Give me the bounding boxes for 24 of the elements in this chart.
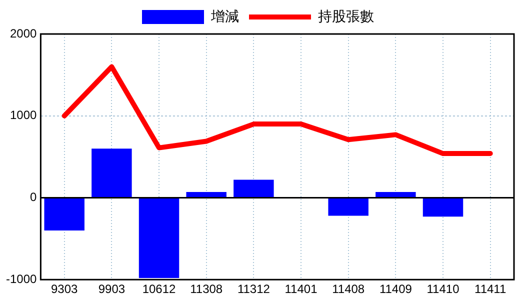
x-tick-label: 11411	[474, 282, 506, 296]
x-tick-label: 11408	[332, 282, 365, 296]
x-tick-label: 9303	[51, 282, 78, 296]
bar	[328, 198, 368, 216]
y-tick-label: 0	[30, 190, 38, 204]
x-tick-label: 11409	[379, 282, 412, 296]
bar	[92, 148, 132, 198]
x-tick-label: 11308	[190, 282, 223, 296]
y-tick-label: -1000	[6, 272, 38, 286]
x-tick-label: 9903	[98, 282, 126, 296]
legend-label: 增減	[210, 8, 239, 24]
x-tick-label: 11410	[426, 282, 460, 296]
bar	[138, 198, 180, 278]
y-tick-label: 2000	[10, 26, 38, 40]
x-tick-label: 10612	[142, 282, 176, 296]
bar	[376, 192, 416, 198]
bar	[186, 192, 226, 198]
x-tick-label: 11401	[284, 282, 318, 296]
x-tick-label: 11312	[237, 282, 270, 296]
bar	[234, 180, 274, 198]
bar	[44, 198, 84, 230]
y-tick-label: 1000	[10, 108, 38, 122]
bar	[422, 198, 464, 217]
legend-label: 持股張數	[318, 8, 374, 24]
